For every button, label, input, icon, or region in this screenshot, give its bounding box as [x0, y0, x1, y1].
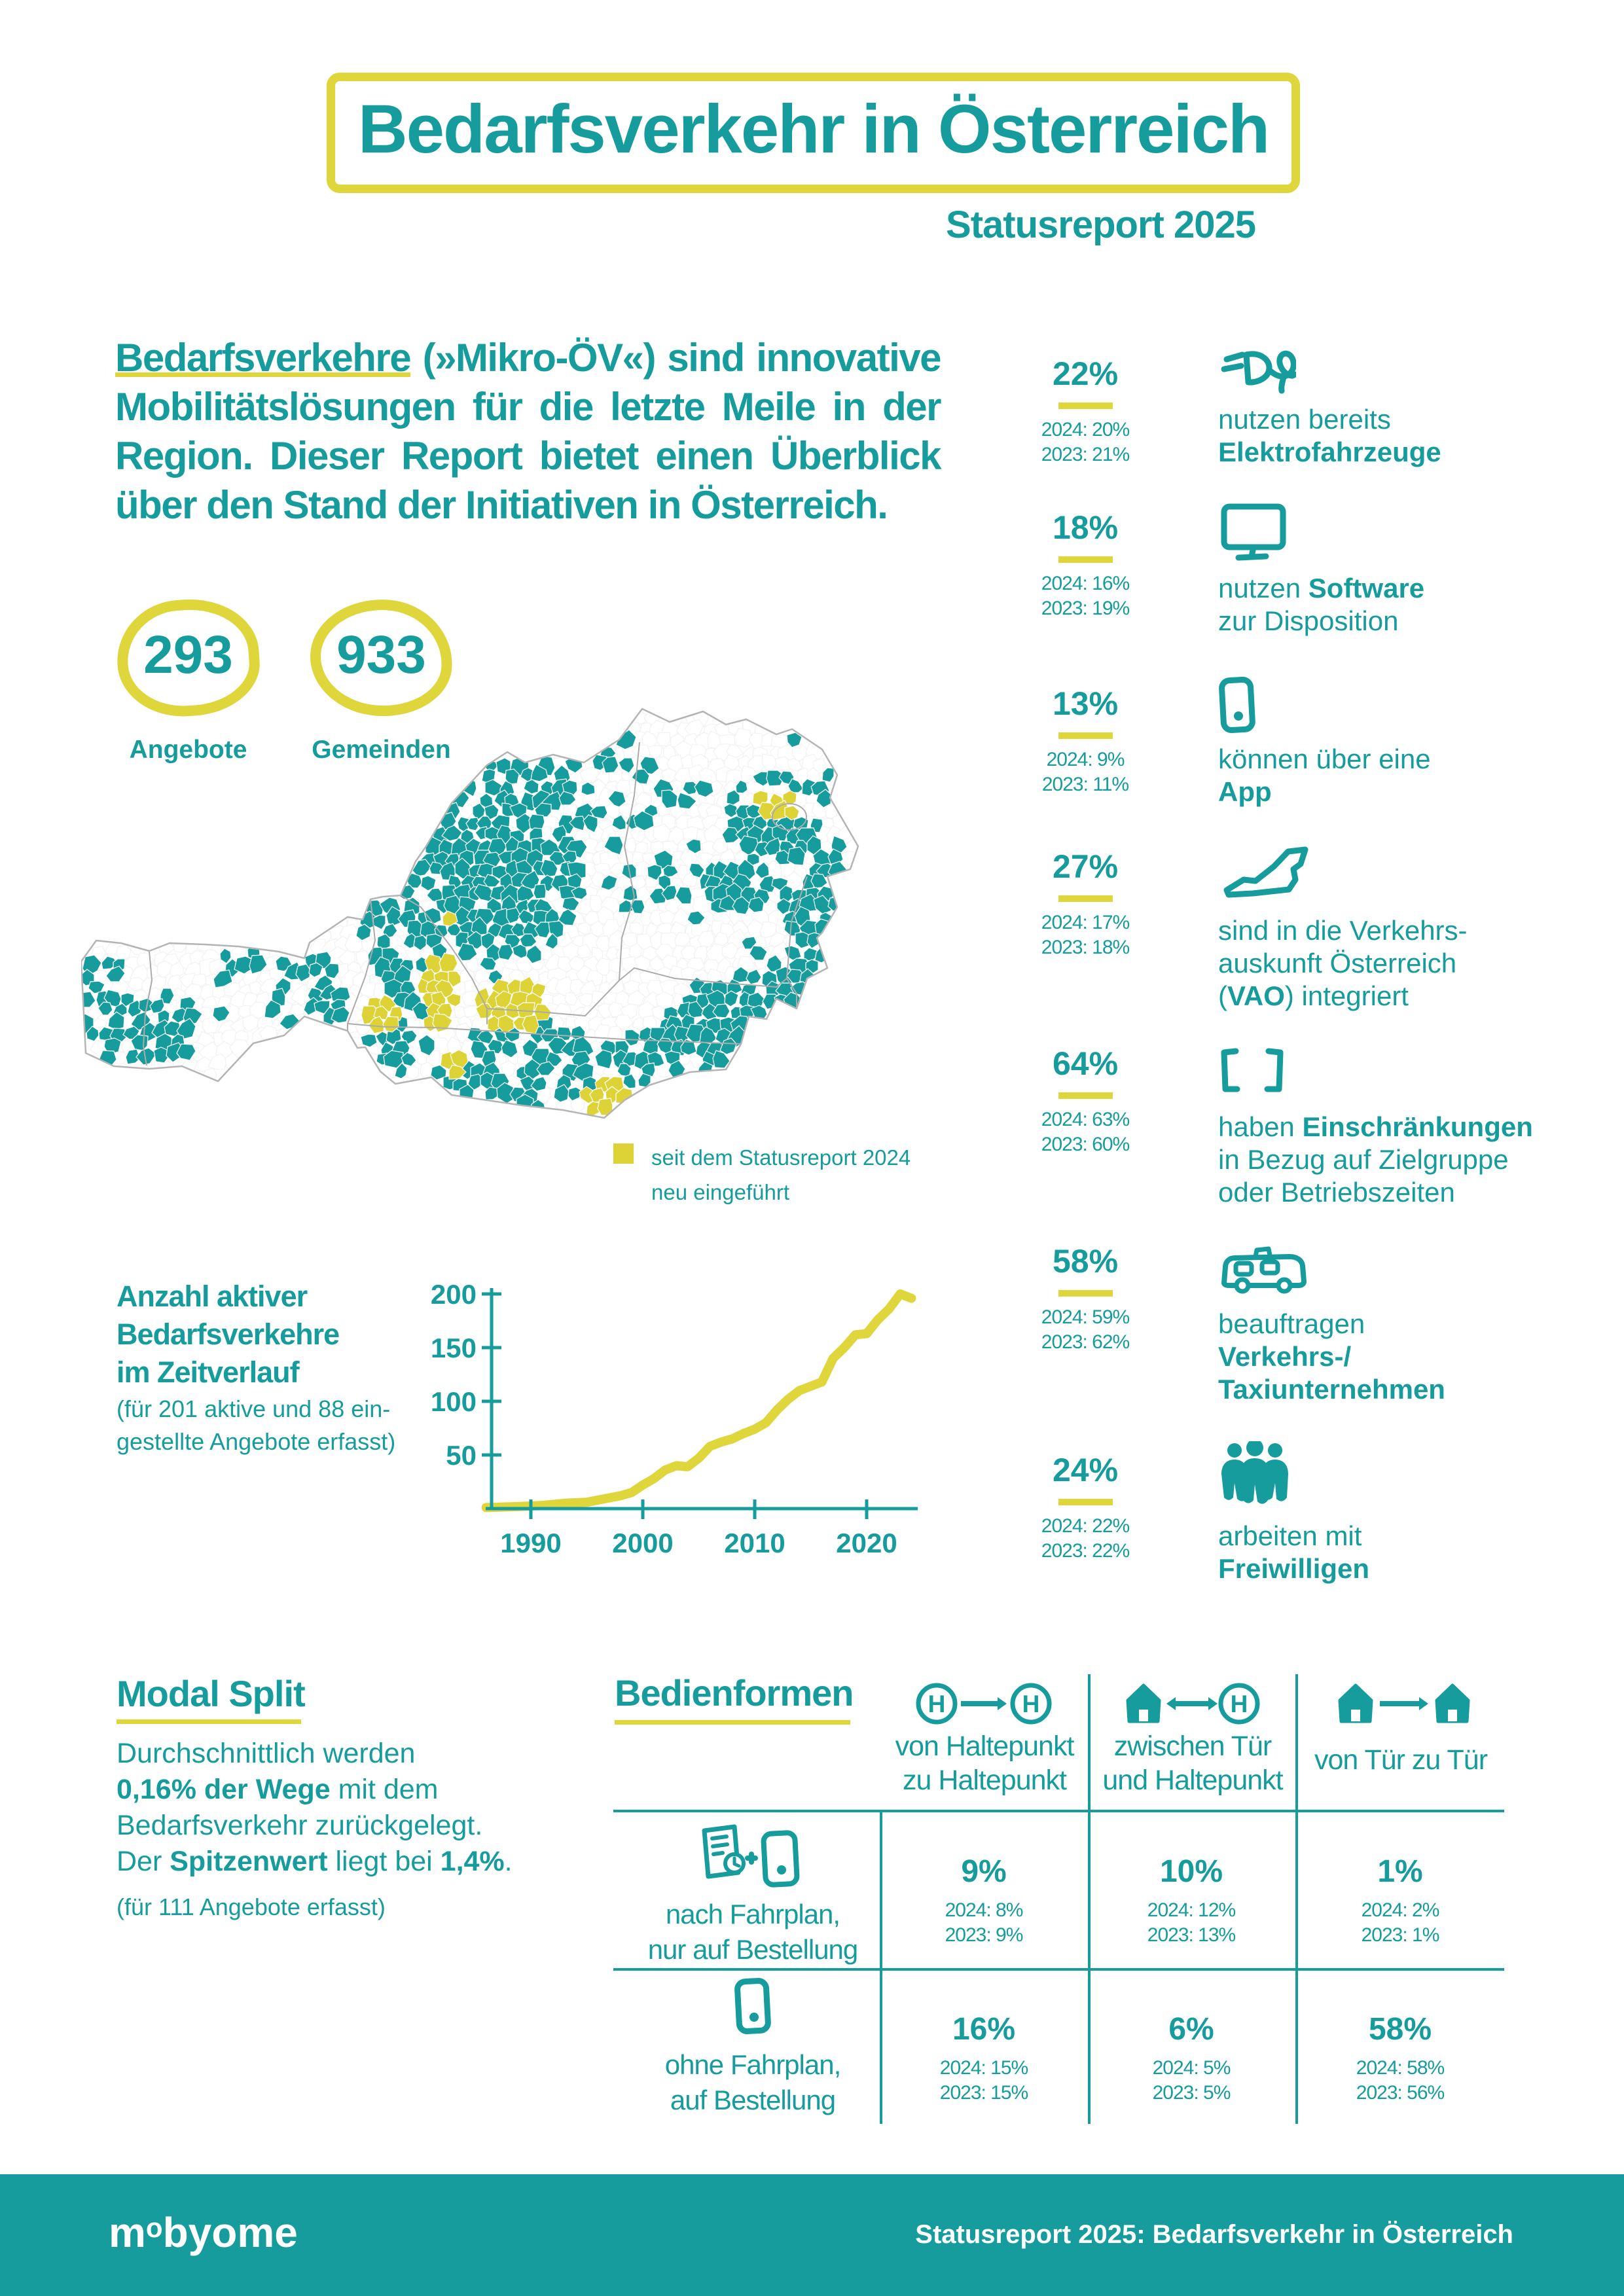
svg-text:H: H [1231, 1691, 1248, 1717]
svg-text:2020: 2020 [836, 1528, 897, 1558]
svg-text:150: 150 [431, 1333, 477, 1363]
svg-text:2010: 2010 [724, 1528, 785, 1558]
svg-text:50: 50 [446, 1440, 477, 1471]
svg-text:H: H [1022, 1691, 1040, 1717]
svg-text:1990: 1990 [500, 1528, 561, 1558]
svg-text:200: 200 [431, 1279, 477, 1310]
svg-text:2000: 2000 [612, 1528, 673, 1558]
svg-text:H: H [928, 1691, 946, 1717]
svg-text:100: 100 [431, 1386, 477, 1417]
